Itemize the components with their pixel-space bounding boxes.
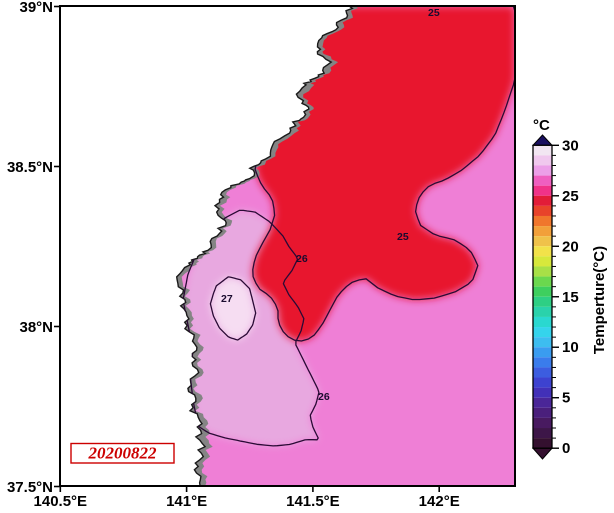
svg-text:25: 25 (397, 231, 409, 243)
svg-text:141.5°E: 141.5°E (286, 493, 340, 510)
svg-text:20: 20 (562, 238, 579, 255)
svg-text:38°N: 38°N (19, 319, 53, 336)
svg-text:26: 26 (318, 391, 330, 403)
svg-text:26: 26 (296, 253, 308, 265)
svg-text:10: 10 (562, 339, 579, 356)
svg-text:140.5°E: 140.5°E (34, 493, 88, 510)
svg-text:39°N: 39°N (19, 0, 53, 16)
svg-text:20200822: 20200822 (88, 444, 158, 463)
svg-text:30: 30 (562, 137, 579, 154)
svg-text:27: 27 (221, 293, 233, 305)
svg-text:141°E: 141°E (166, 493, 207, 510)
svg-text:25: 25 (562, 188, 579, 205)
svg-text:5: 5 (562, 390, 570, 407)
svg-text:15: 15 (562, 289, 579, 306)
svg-text:0: 0 (562, 440, 570, 457)
svg-text:25: 25 (428, 7, 440, 19)
svg-text:38.5°N: 38.5°N (7, 159, 53, 176)
svg-text:°C: °C (533, 117, 550, 134)
svg-text:142°E: 142°E (419, 493, 460, 510)
svg-text:Temperture(°C): Temperture(°C) (591, 246, 608, 354)
